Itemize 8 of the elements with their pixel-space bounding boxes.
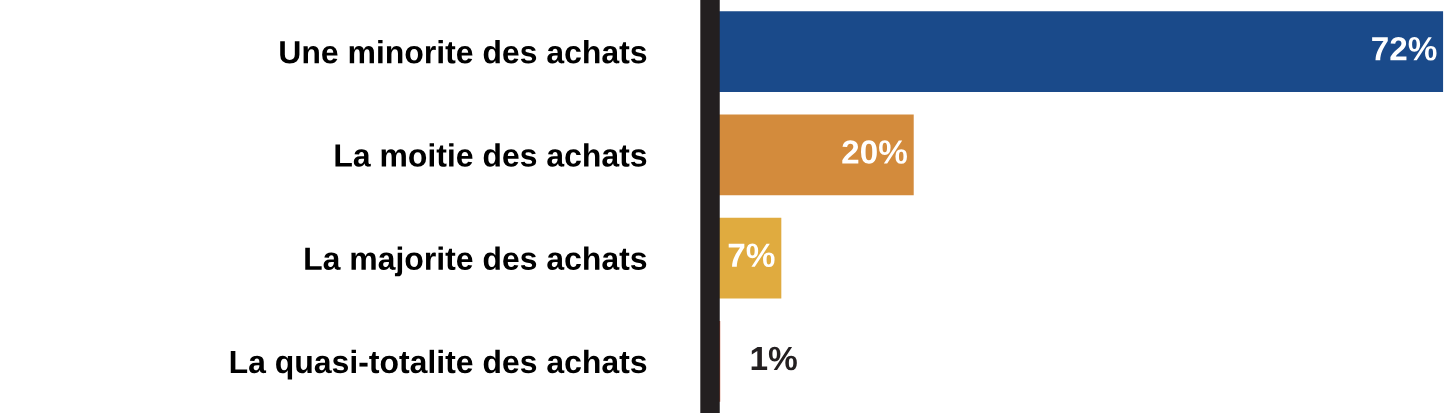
data-label: 1% <box>751 346 797 371</box>
y-tick-label: La quasi-totalite des achats <box>230 349 647 380</box>
y-tick-label: La moitie des achats <box>335 143 647 167</box>
data-label: 20% <box>842 140 907 164</box>
y-tick-label: La majorite des achats <box>305 246 647 277</box>
data-label: 72% <box>1372 36 1437 61</box>
y-tick-label: Une minorite des achats <box>280 40 647 64</box>
data-label: 7% <box>728 243 775 268</box>
